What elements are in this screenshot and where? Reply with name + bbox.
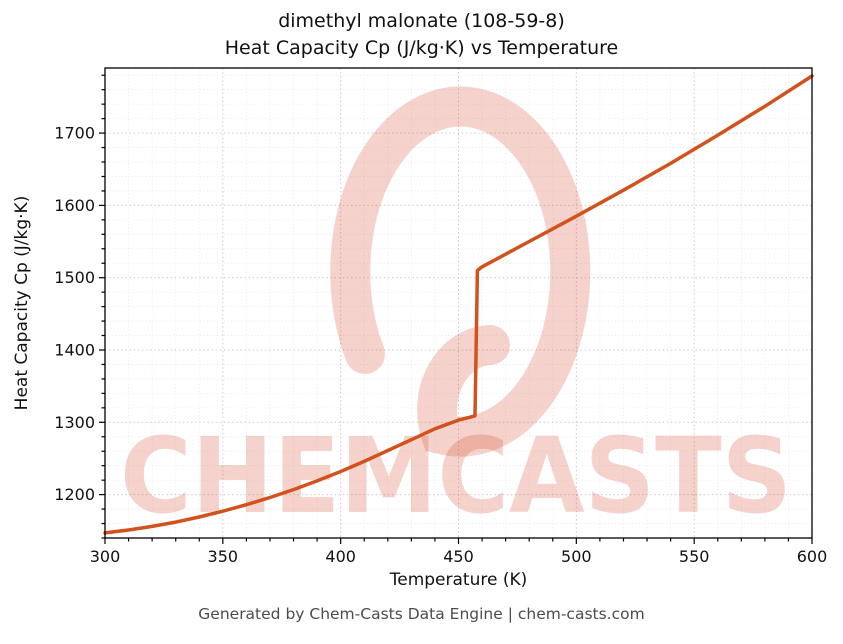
y-axis-label: Heat Capacity Cp (J/kg·K) [12, 195, 32, 411]
y-tick-label: 1300 [54, 413, 95, 432]
x-tick-label: 400 [325, 547, 356, 566]
chart-title: dimethyl malonate (108-59-8) Heat Capaci… [0, 8, 843, 62]
x-tick-label: 600 [797, 547, 828, 566]
x-tick-label: 550 [679, 547, 710, 566]
x-tick-label: 450 [443, 547, 474, 566]
cp-series-line [103, 74, 814, 535]
x-axis-label: Temperature (K) [389, 570, 528, 590]
y-tick-label: 1700 [54, 124, 95, 143]
footer-credit: Generated by Chem-Casts Data Engine | ch… [198, 605, 645, 623]
chart-title-line1: dimethyl malonate (108-59-8) [278, 10, 565, 32]
watermark-text: CHEMCASTS [120, 415, 792, 537]
chart-title-line2: Heat Capacity Cp (J/kg·K) vs Temperature [224, 37, 619, 59]
axis-ticks [99, 74, 813, 544]
x-tick-label: 500 [561, 547, 592, 566]
y-tick-label: 1200 [54, 485, 95, 504]
x-tick-label: 350 [208, 547, 239, 566]
chemcasts-watermark: CHEMCASTS [120, 86, 792, 537]
axis-tick-labels: 300 350 400 450 500 550 600 1200 1300 1400 1500 160… [54, 124, 827, 566]
y-tick-label: 1500 [54, 268, 95, 287]
x-tick-label: 300 [90, 547, 121, 566]
watermark-swirl-icon [330, 86, 591, 457]
y-tick-label: 1600 [54, 196, 95, 215]
y-tick-label: 1400 [54, 341, 95, 360]
